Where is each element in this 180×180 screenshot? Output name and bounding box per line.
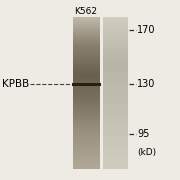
Text: 130: 130 [137, 79, 156, 89]
Text: (kD): (kD) [137, 148, 156, 157]
Text: K562: K562 [75, 7, 98, 16]
Text: KPBB: KPBB [2, 79, 29, 89]
Text: 170: 170 [137, 25, 156, 35]
Text: 95: 95 [137, 129, 150, 139]
